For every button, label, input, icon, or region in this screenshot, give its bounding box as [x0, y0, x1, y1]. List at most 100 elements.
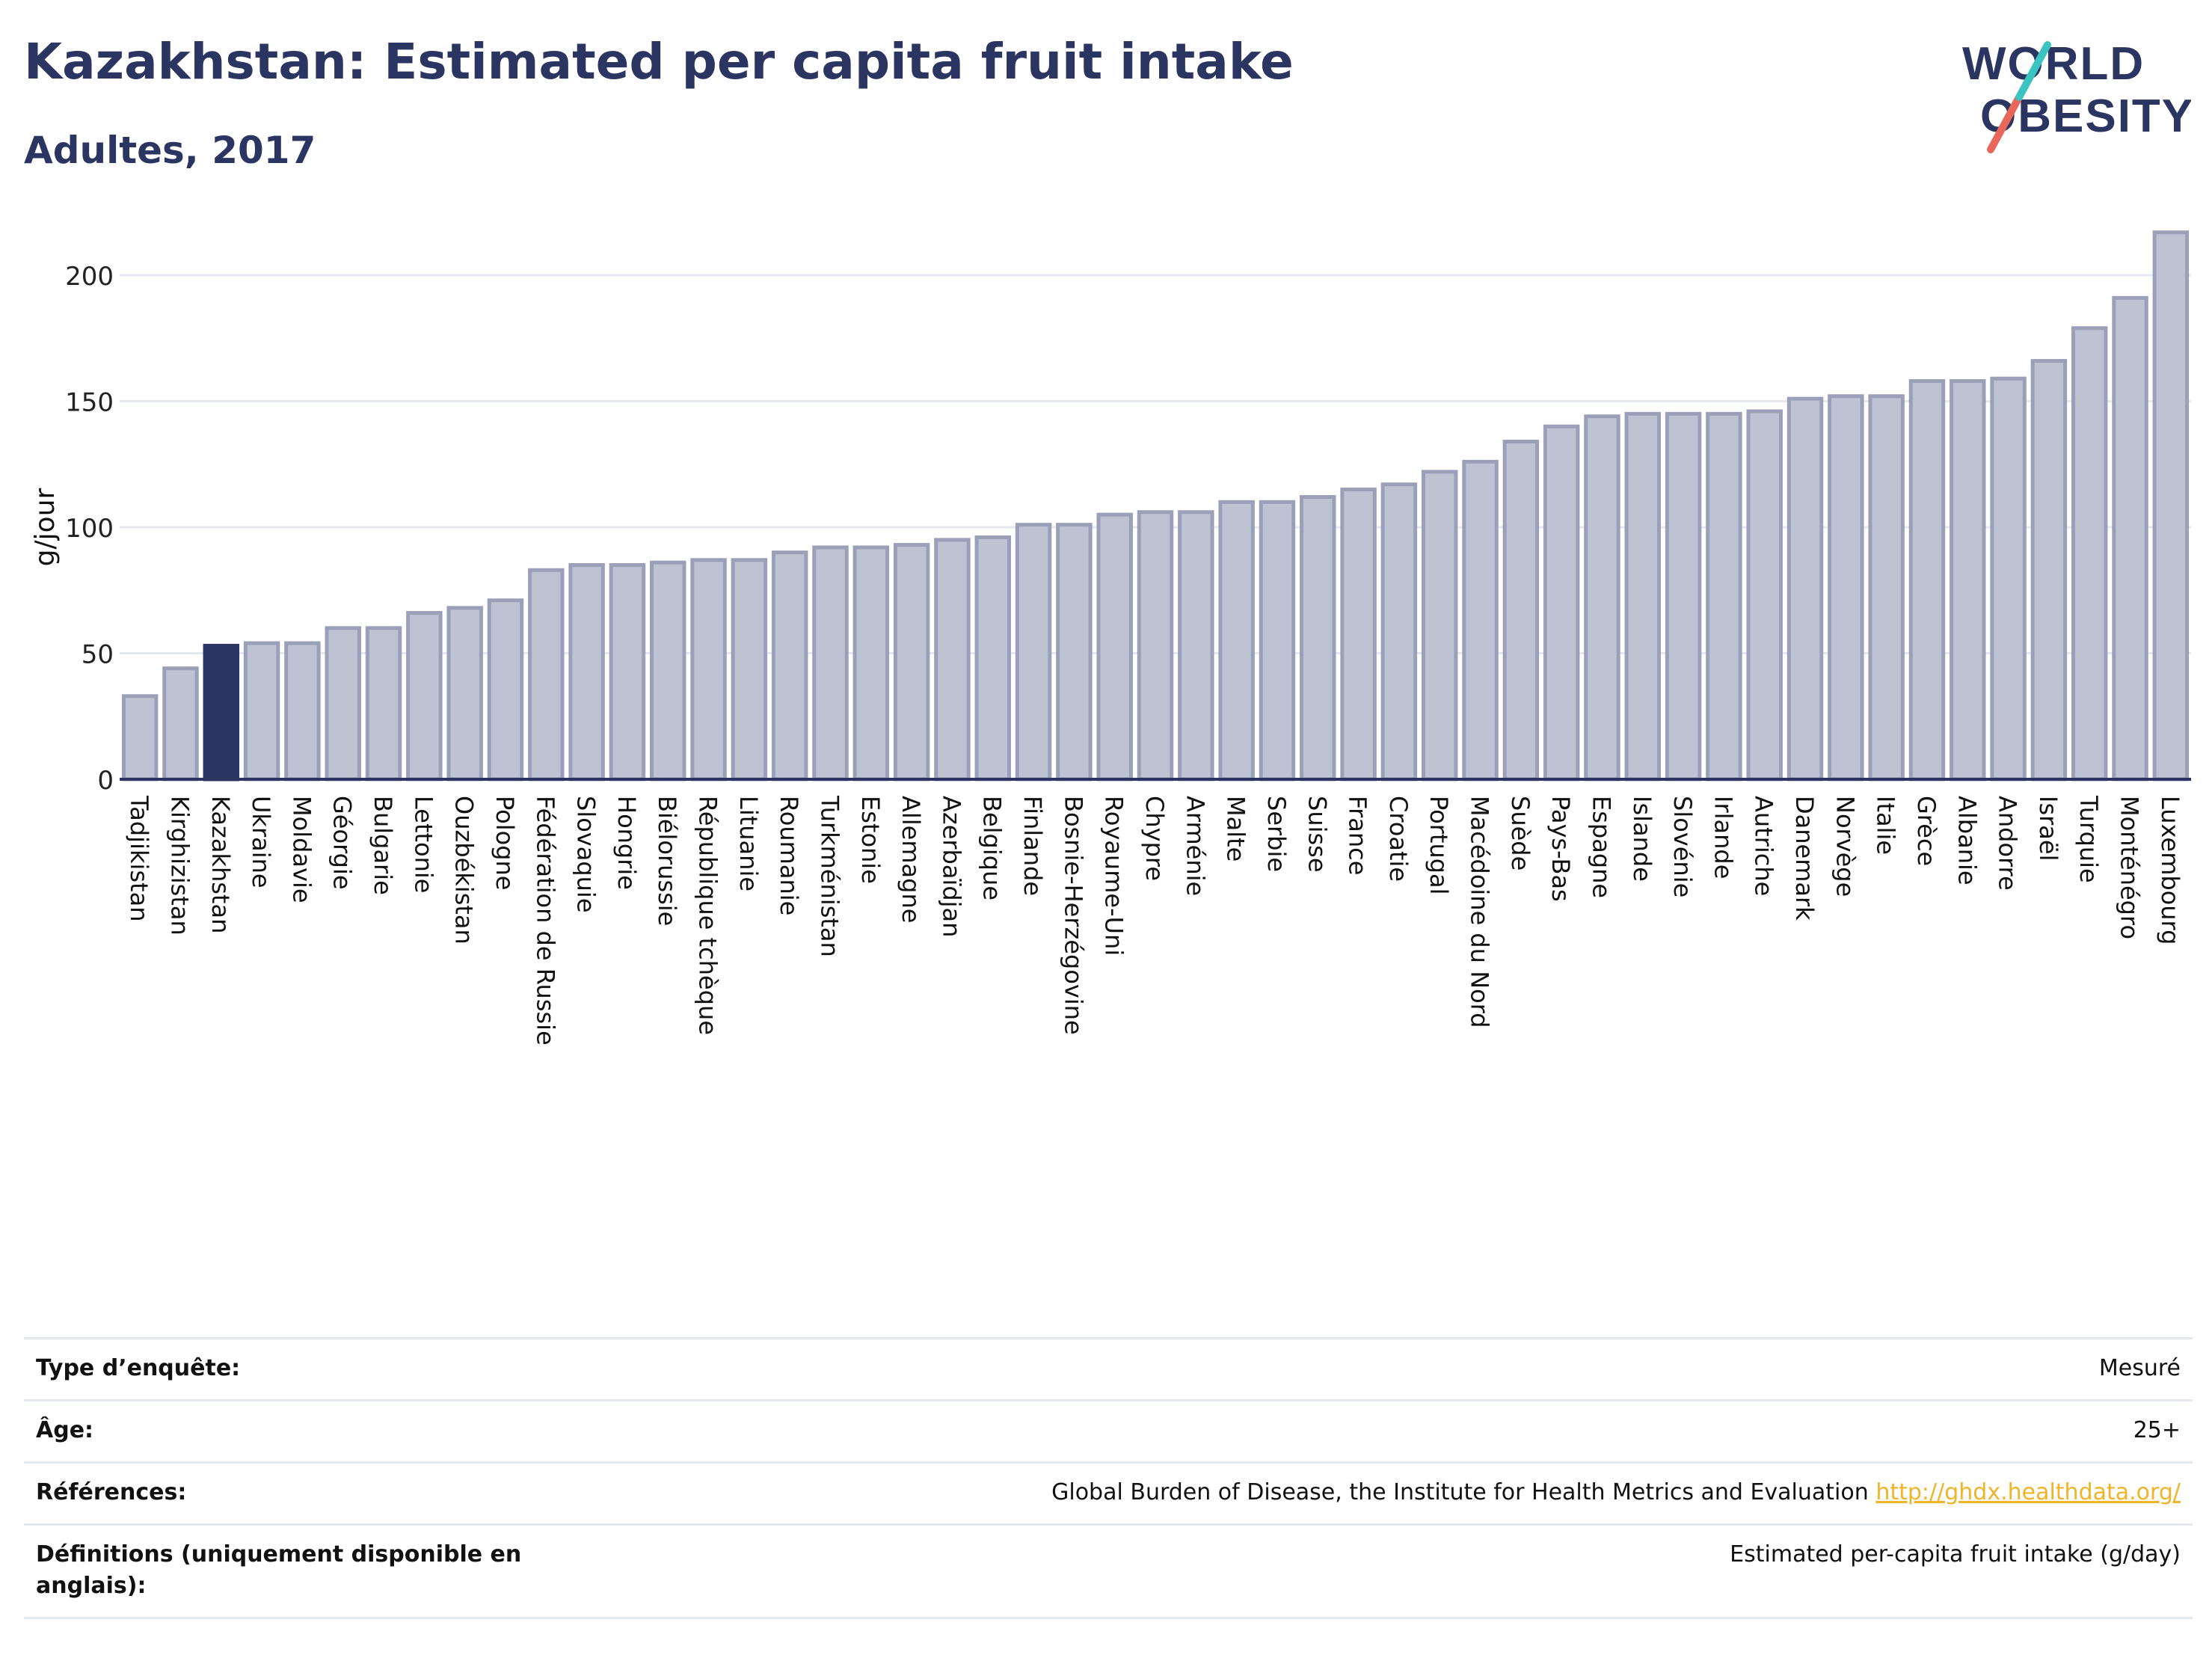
- chart-title: Kazakhstan: Estimated per capita fruit i…: [24, 33, 1294, 90]
- bar: [284, 641, 321, 782]
- y-axis-label: g/jour: [30, 488, 61, 566]
- x-tick-label: Kirghizistan: [165, 796, 194, 936]
- bar: [1137, 510, 1174, 782]
- bar: [1990, 376, 2027, 782]
- info-row-age: Âge: 25+: [24, 1399, 2193, 1461]
- bar: [1584, 414, 1620, 782]
- bar: [1950, 379, 1986, 782]
- info-row-survey: Type d’enquête: Mesuré: [24, 1337, 2193, 1399]
- bar: [1259, 500, 1296, 782]
- bar: [1868, 394, 1905, 782]
- y-tick-label: 100: [65, 514, 114, 544]
- x-tick-label: Pologne: [491, 796, 519, 890]
- y-tick-label: 50: [82, 640, 114, 670]
- info-value: Global Burden of Disease, the Institute …: [1051, 1477, 2181, 1508]
- bar: [1706, 411, 1742, 782]
- bar: [406, 611, 443, 782]
- x-tick-label: Roumanie: [775, 796, 803, 915]
- world-obesity-logo: WORLD OBESITY: [1944, 22, 2193, 157]
- bar: [690, 558, 727, 782]
- bar: [1787, 396, 1824, 782]
- x-tick-label: Malte: [1222, 796, 1250, 862]
- info-label: Type d’enquête:: [36, 1355, 241, 1381]
- info-row-definitions: Définitions (uniquement disponible en an…: [24, 1523, 2193, 1619]
- x-tick-label: Luxembourg: [2156, 796, 2184, 945]
- x-tick-label: Bulgarie: [369, 796, 397, 895]
- bar-highlighted: [203, 643, 240, 782]
- x-tick-label: France: [1344, 796, 1372, 875]
- x-tick-label: Islande: [1628, 796, 1656, 882]
- x-tick-label: Tadjikistan: [125, 795, 153, 921]
- x-tick-label: Irlande: [1709, 796, 1737, 879]
- bar: [528, 568, 565, 782]
- x-tick-label: Andorre: [1994, 796, 2022, 891]
- bar: [934, 538, 971, 782]
- bar: [365, 626, 402, 782]
- bar: [2071, 326, 2108, 782]
- info-table: Type d’enquête: Mesuré Âge: 25+ Référenc…: [24, 1337, 2193, 1619]
- bar: [1300, 495, 1336, 782]
- bar: [1624, 411, 1661, 782]
- x-tick-label: Monténégro: [2116, 796, 2144, 939]
- x-tick-label: Slovénie: [1668, 796, 1697, 897]
- info-value: 25+: [2133, 1417, 2181, 1443]
- x-tick-label: Slovaquie: [572, 796, 600, 913]
- bar: [325, 626, 361, 782]
- bar: [609, 563, 646, 782]
- x-tick-label: Turquie: [2074, 795, 2103, 883]
- x-tick-label: Italie: [1872, 796, 1900, 855]
- x-tick-label: Portugal: [1425, 796, 1453, 895]
- info-label: Définitions (uniquement disponible en an…: [36, 1541, 522, 1599]
- x-tick-label: Bosnie-Herzégovine: [1059, 796, 1087, 1035]
- bar: [162, 666, 199, 782]
- bar: [771, 550, 808, 782]
- x-tick-label: Serbie: [1262, 796, 1291, 872]
- bar: [1543, 424, 1580, 782]
- info-label: Âge:: [36, 1417, 94, 1443]
- x-tick-label: Géorgie: [328, 796, 357, 890]
- bar: [812, 545, 849, 782]
- x-tick-label: Espagne: [1587, 796, 1615, 898]
- bar: [1908, 379, 1946, 782]
- x-tick-label: Ouzbékistan: [450, 796, 479, 945]
- bar: [2030, 359, 2068, 782]
- bar: [731, 558, 768, 782]
- x-tick-label: Norvège: [1831, 796, 1859, 897]
- info-label: Références:: [36, 1479, 187, 1505]
- info-value: Estimated per-capita fruit intake (g/day…: [1730, 1541, 2181, 1568]
- bar: [1015, 523, 1052, 782]
- x-tick-label: Suisse: [1303, 796, 1331, 873]
- x-tick-label: Macédoine du Nord: [1466, 796, 1494, 1028]
- bar: [487, 598, 524, 782]
- bar: [1462, 459, 1499, 782]
- x-tick-label: Biélorussie: [653, 796, 681, 926]
- bar: [1340, 487, 1377, 782]
- info-row-references: Références: Global Burden of Disease, th…: [24, 1461, 2193, 1523]
- bar: [893, 543, 930, 782]
- bar: [1828, 394, 1864, 782]
- bar: [243, 641, 280, 782]
- bar: [1218, 500, 1255, 782]
- x-tick-label: Autriche: [1750, 796, 1778, 896]
- x-tick-label: Albanie: [1953, 796, 1981, 885]
- bar: [121, 694, 159, 782]
- x-tick-label: Royaume-Uni: [1100, 796, 1128, 956]
- x-tick-label: Suède: [1506, 796, 1534, 871]
- x-tick-label: Allemagne: [897, 796, 925, 923]
- bar: [974, 535, 1011, 782]
- x-tick-label: Fédération de Russie: [531, 796, 559, 1045]
- reference-link[interactable]: http://ghdx.healthdata.org/: [1875, 1479, 2181, 1505]
- x-tick-label: Grèce: [1912, 796, 1941, 866]
- x-tick-label: Hongrie: [612, 796, 641, 890]
- bar: [446, 606, 483, 782]
- x-tick-label: Azerbaïdjan: [937, 796, 965, 937]
- y-tick-label: 200: [65, 262, 114, 292]
- bar: [1502, 439, 1540, 782]
- x-tick-label: Israël: [2034, 796, 2062, 861]
- bar: [1746, 409, 1783, 782]
- bar: [852, 545, 890, 782]
- x-tick-label: Arménie: [1181, 796, 1209, 896]
- x-tick-label: Lettonie: [409, 796, 437, 893]
- bar: [2152, 230, 2190, 782]
- svg-text:WORLD: WORLD: [1962, 38, 2145, 90]
